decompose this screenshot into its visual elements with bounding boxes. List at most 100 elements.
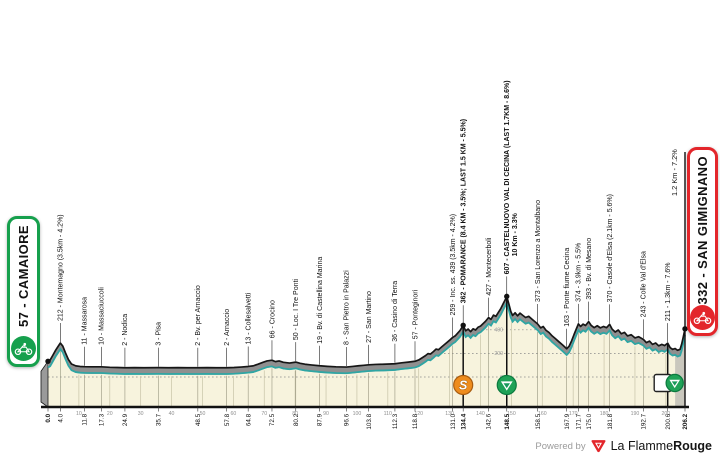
start-label: 57 - CAMAIORE — [16, 225, 31, 327]
distance-label: 57.8 — [224, 413, 231, 426]
distance-label: 171.7 — [576, 413, 583, 429]
km-grid-label: 30 — [138, 411, 144, 417]
km-grid-label: 160 — [538, 411, 547, 417]
km-grid-label: 110 — [384, 411, 392, 417]
distance-label: 131.0 — [450, 413, 457, 429]
waypoint-label: 393 - Bv. di Mesano — [586, 238, 593, 300]
distance-label: 72.5 — [269, 413, 276, 426]
distance-label: 200.6 — [665, 413, 672, 429]
km-grid-label: 120 — [414, 411, 423, 417]
distance-label: 175.0 — [586, 413, 593, 429]
km-grid-label: 40 — [169, 411, 175, 417]
waypoint-label: 2 - Bv. per Arnaccio — [195, 285, 202, 346]
waypoint-label: 3 - Pisa — [156, 322, 163, 346]
distance-gridlines — [60, 321, 667, 406]
distance-label: 64.8 — [245, 413, 252, 426]
finish-gradient-note: 1.2 Km - 7.2% — [670, 149, 679, 196]
km-grid-label: 170 — [569, 411, 578, 417]
summit-dot — [682, 326, 688, 332]
summit-dot — [460, 322, 466, 328]
distance-label: 17.3 — [99, 413, 106, 426]
distance-label: 4.0 — [58, 413, 65, 422]
waypoint-label: 370 - Casole d'Elsa (2.1km - 5.6%) — [607, 194, 614, 302]
summit-dot — [504, 293, 510, 300]
km-grid-label: 80 — [292, 411, 298, 417]
distance-label: 96.6 — [344, 413, 351, 426]
waypoint-label: 427 - Montecerboli — [486, 237, 493, 295]
powered-by-footer: Powered by La FlammeRouge — [535, 439, 712, 453]
waypoint-label: 373 - San Lorenzo a Montalbano — [535, 200, 542, 302]
distance-label: 206.2 — [682, 413, 689, 429]
waypoint-label: 362 - POMARANCE (8.4 KM - 3.5%; LAST 1.5… — [460, 119, 467, 303]
km-grid-label: 70 — [261, 411, 267, 417]
powered-by-text: Powered by — [535, 440, 586, 452]
km-grid-label: 20 — [107, 411, 113, 417]
km-grid-label: 180 — [600, 411, 609, 417]
distance-label: 87.9 — [317, 413, 324, 426]
km-grid-label: 190 — [631, 411, 640, 417]
route-icons: S — [453, 373, 684, 396]
km-grid-label: 60 — [230, 411, 236, 417]
km-grid-label: 150 — [507, 411, 516, 417]
cyclist-icon — [690, 305, 715, 330]
km-grid-label: 140 — [476, 411, 485, 417]
distance-label: 158.5 — [535, 413, 542, 429]
distance-label: 112.3 — [392, 413, 399, 429]
sprint-icon — [453, 374, 474, 396]
waypoint-label: 19 - Bv. di Castellina Marina — [317, 257, 324, 344]
elevation-ribbon — [47, 295, 686, 375]
km-grid-label: 10 — [76, 411, 82, 417]
laflammerouge-logo-icon — [591, 439, 606, 453]
waypoint-label: 11 - Massarosa — [82, 297, 89, 345]
km-grid-label: 50 — [200, 411, 206, 417]
waypoint-label: 243 - Colle Val d'Elsa — [641, 251, 648, 317]
waypoint-label: 259 - Inc. ss. 439 (3.5km - 4.2%) — [450, 214, 457, 316]
summit-dots — [45, 293, 688, 364]
waypoint-label: 57 - Ponteginori — [412, 289, 419, 339]
brand-text: La FlammeRouge — [610, 439, 712, 453]
waypoint-sublabel: 10 Km - 3.3% — [512, 212, 519, 256]
distance-label: 48.5 — [195, 413, 202, 426]
distance-label: 24.9 — [122, 413, 129, 426]
altitude-label: 200 — [494, 351, 503, 357]
waypoint-label: 66 - Crocino — [269, 300, 276, 338]
distance-label: 103.8 — [366, 413, 373, 429]
waypoint-label: 374 - 3.9km - 5.5% — [576, 243, 583, 302]
km-grid-label: 90 — [323, 411, 329, 417]
waypoint-label: 2 - Arnaccio — [224, 309, 231, 346]
start-label-box: 57 - CAMAIORE — [7, 216, 40, 367]
waypoint-label: 607 - CASTELNUOVO VAL DI CECINA (LAST 1.… — [504, 80, 511, 274]
waypoint-label: 50 - Loc. I Tre Ponti — [293, 279, 300, 341]
distance-label: 35.7 — [155, 413, 162, 426]
distance-label: 0.0 — [45, 413, 52, 422]
distance-label: 142.6 — [486, 413, 493, 429]
summit-dot — [45, 358, 51, 364]
distance-label: 167.9 — [564, 413, 571, 429]
km-grid-label: 200 — [662, 411, 671, 417]
waypoint-label: 211 - 1.3km - 7.6% — [665, 262, 672, 321]
waypoint-label: 163 - Ponte fiume Cecina — [564, 248, 571, 327]
chart-floor — [48, 303, 685, 407]
distance-label: 134.4 — [460, 413, 467, 429]
waypoint-label: 8 - San Pietro in Palazzi — [344, 270, 351, 345]
distance-label: 118.8 — [412, 413, 419, 429]
waypoint-labels: 212 - Montemagno (3.5km - 4.2%) 11 - Mass… — [58, 80, 679, 367]
km-grid-label: 130 — [445, 411, 454, 417]
altitude-label: 400 — [494, 328, 503, 334]
waypoint-label: 13 - Collesalvetti — [245, 292, 252, 344]
waypoint-label: 27 - San Martino — [366, 291, 373, 343]
waypoint-label: 36 - Casino di Terra — [392, 281, 399, 342]
km-grid-label: 100 — [353, 411, 362, 417]
cyclist-icon — [11, 336, 36, 361]
km-axis: 10 20 30 40 50 60 70 80 90 100 110 120 130 140 150 160 1… — [41, 405, 689, 430]
svg-text:S: S — [459, 379, 468, 393]
distance-label: 80.2 — [293, 413, 300, 426]
distance-label: 11.8 — [82, 413, 89, 425]
distance-label: 181.8 — [607, 413, 614, 429]
distance-label: 192.7 — [640, 413, 647, 429]
waypoint-label: 2 - Nodica — [122, 314, 129, 346]
finish-label-box: 332 - SAN GIMIGNANO — [687, 147, 718, 336]
waypoint-label: 212 - Montemagno (3.5km - 4.2%) — [58, 214, 65, 321]
finish-label: 332 - SAN GIMIGNANO — [695, 156, 710, 305]
